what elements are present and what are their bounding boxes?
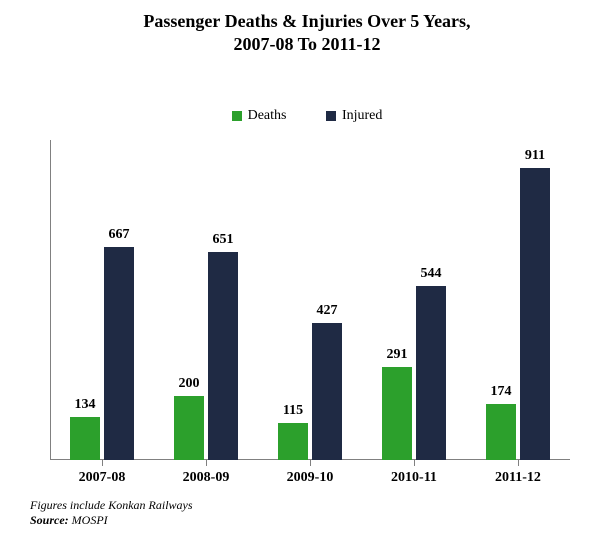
- bar-label-injured: 427: [297, 303, 357, 319]
- chart-title-line1: Passenger Deaths & Injuries Over 5 Years…: [143, 11, 470, 31]
- bar-label-injured: 651: [193, 232, 253, 248]
- bar-injured: [104, 247, 134, 460]
- chart-plot-area: 134667200651115427291544174911: [50, 140, 570, 460]
- bar-deaths: [278, 423, 308, 460]
- x-tick: [102, 460, 103, 466]
- legend-item-injured: Injured: [326, 108, 382, 124]
- legend-item-deaths: Deaths: [232, 108, 287, 124]
- legend-swatch-deaths: [232, 111, 242, 121]
- y-axis-line: [50, 140, 51, 460]
- bar-deaths: [486, 404, 516, 460]
- chart-container: Passenger Deaths & Injuries Over 5 Years…: [0, 0, 614, 542]
- bar-deaths: [174, 396, 204, 460]
- legend-label-deaths: Deaths: [248, 108, 287, 124]
- bar-label-injured: 911: [505, 148, 565, 164]
- legend-swatch-injured: [326, 111, 336, 121]
- bar-deaths: [70, 417, 100, 460]
- bar-injured: [312, 323, 342, 460]
- bar-injured: [520, 168, 550, 460]
- chart-title: Passenger Deaths & Injuries Over 5 Years…: [0, 10, 614, 55]
- x-tick: [206, 460, 207, 466]
- bar-deaths: [382, 367, 412, 460]
- x-axis-label: 2008-09: [154, 470, 258, 486]
- x-tick: [310, 460, 311, 466]
- bar-label-injured: 544: [401, 266, 461, 282]
- bar-injured: [416, 286, 446, 460]
- chart-footnote: Figures include Konkan Railways Source: …: [30, 498, 193, 528]
- chart-legend: Deaths Injured: [0, 108, 614, 126]
- footnote-line1: Figures include Konkan Railways: [30, 498, 193, 513]
- x-tick: [518, 460, 519, 466]
- x-axis-label: 2011-12: [466, 470, 570, 486]
- legend-label-injured: Injured: [342, 108, 382, 124]
- footnote-source-value: MOSPI: [72, 513, 108, 527]
- x-tick: [414, 460, 415, 466]
- footnote-source: Source: MOSPI: [30, 513, 193, 528]
- x-axis-label: 2007-08: [50, 470, 154, 486]
- footnote-source-label: Source:: [30, 513, 69, 527]
- bar-label-injured: 667: [89, 227, 149, 243]
- x-axis-label: 2009-10: [258, 470, 362, 486]
- chart-title-line2: 2007-08 To 2011-12: [233, 34, 380, 54]
- bar-injured: [208, 252, 238, 460]
- x-axis-label: 2010-11: [362, 470, 466, 486]
